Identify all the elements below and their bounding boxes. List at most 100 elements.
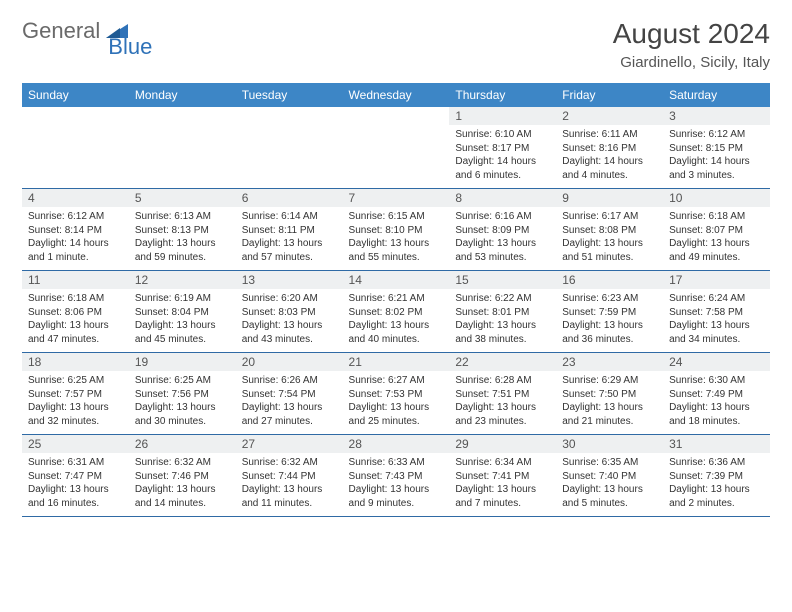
- calendar-page: General Blue August 2024 Giardinello, Si…: [0, 0, 792, 535]
- day-number: 17: [663, 271, 770, 289]
- days-of-week-row: Sunday Monday Tuesday Wednesday Thursday…: [22, 83, 770, 107]
- sunset-text: Sunset: 7:51 PM: [455, 388, 550, 402]
- day-number: 7: [343, 189, 450, 207]
- week-row: 25Sunrise: 6:31 AMSunset: 7:47 PMDayligh…: [22, 435, 770, 517]
- sunrise-text: Sunrise: 6:23 AM: [562, 292, 657, 306]
- day-number: 16: [556, 271, 663, 289]
- sunset-text: Sunset: 7:53 PM: [349, 388, 444, 402]
- day-content: Sunrise: 6:33 AMSunset: 7:43 PMDaylight:…: [343, 453, 450, 516]
- day-number: 21: [343, 353, 450, 371]
- day-content: Sunrise: 6:15 AMSunset: 8:10 PMDaylight:…: [343, 207, 450, 270]
- day-number: 18: [22, 353, 129, 371]
- day-cell: 28Sunrise: 6:33 AMSunset: 7:43 PMDayligh…: [343, 435, 450, 517]
- day-number: 28: [343, 435, 450, 453]
- daylight-text: Daylight: 13 hours and 23 minutes.: [455, 401, 550, 428]
- day-content: Sunrise: 6:24 AMSunset: 7:58 PMDaylight:…: [663, 289, 770, 352]
- sunrise-text: Sunrise: 6:27 AM: [349, 374, 444, 388]
- day-cell: 18Sunrise: 6:25 AMSunset: 7:57 PMDayligh…: [22, 353, 129, 435]
- day-cell: 9Sunrise: 6:17 AMSunset: 8:08 PMDaylight…: [556, 189, 663, 271]
- sunset-text: Sunset: 8:16 PM: [562, 142, 657, 156]
- day-number: 11: [22, 271, 129, 289]
- day-number: 15: [449, 271, 556, 289]
- day-cell: 30Sunrise: 6:35 AMSunset: 7:40 PMDayligh…: [556, 435, 663, 517]
- day-content: Sunrise: 6:32 AMSunset: 7:44 PMDaylight:…: [236, 453, 343, 516]
- day-content: Sunrise: 6:20 AMSunset: 8:03 PMDaylight:…: [236, 289, 343, 352]
- dow-friday: Friday: [556, 83, 663, 107]
- daylight-text: Daylight: 13 hours and 40 minutes.: [349, 319, 444, 346]
- daylight-text: Daylight: 13 hours and 14 minutes.: [135, 483, 230, 510]
- day-cell: 22Sunrise: 6:28 AMSunset: 7:51 PMDayligh…: [449, 353, 556, 435]
- sunrise-text: Sunrise: 6:15 AM: [349, 210, 444, 224]
- day-number: 13: [236, 271, 343, 289]
- day-number: 4: [22, 189, 129, 207]
- day-cell: 25Sunrise: 6:31 AMSunset: 7:47 PMDayligh…: [22, 435, 129, 517]
- daylight-text: Daylight: 13 hours and 30 minutes.: [135, 401, 230, 428]
- day-cell: 1Sunrise: 6:10 AMSunset: 8:17 PMDaylight…: [449, 107, 556, 189]
- day-content: Sunrise: 6:18 AMSunset: 8:06 PMDaylight:…: [22, 289, 129, 352]
- day-cell: 7Sunrise: 6:15 AMSunset: 8:10 PMDaylight…: [343, 189, 450, 271]
- sunrise-text: Sunrise: 6:16 AM: [455, 210, 550, 224]
- sunrise-text: Sunrise: 6:10 AM: [455, 128, 550, 142]
- day-cell: 24Sunrise: 6:30 AMSunset: 7:49 PMDayligh…: [663, 353, 770, 435]
- day-cell: 14Sunrise: 6:21 AMSunset: 8:02 PMDayligh…: [343, 271, 450, 353]
- day-cell: 27Sunrise: 6:32 AMSunset: 7:44 PMDayligh…: [236, 435, 343, 517]
- daylight-text: Daylight: 13 hours and 34 minutes.: [669, 319, 764, 346]
- day-number: 6: [236, 189, 343, 207]
- sunrise-text: Sunrise: 6:21 AM: [349, 292, 444, 306]
- sunset-text: Sunset: 8:11 PM: [242, 224, 337, 238]
- sunrise-text: Sunrise: 6:25 AM: [28, 374, 123, 388]
- day-number: 9: [556, 189, 663, 207]
- day-cell: 12Sunrise: 6:19 AMSunset: 8:04 PMDayligh…: [129, 271, 236, 353]
- day-content: Sunrise: 6:21 AMSunset: 8:02 PMDaylight:…: [343, 289, 450, 352]
- day-number: 25: [22, 435, 129, 453]
- sunrise-text: Sunrise: 6:26 AM: [242, 374, 337, 388]
- day-number: 30: [556, 435, 663, 453]
- daylight-text: Daylight: 13 hours and 32 minutes.: [28, 401, 123, 428]
- day-cell: [129, 107, 236, 189]
- day-content: Sunrise: 6:25 AMSunset: 7:56 PMDaylight:…: [129, 371, 236, 434]
- daylight-text: Daylight: 13 hours and 45 minutes.: [135, 319, 230, 346]
- daylight-text: Daylight: 13 hours and 21 minutes.: [562, 401, 657, 428]
- day-cell: [343, 107, 450, 189]
- day-content: Sunrise: 6:34 AMSunset: 7:41 PMDaylight:…: [449, 453, 556, 516]
- day-cell: 29Sunrise: 6:34 AMSunset: 7:41 PMDayligh…: [449, 435, 556, 517]
- daylight-text: Daylight: 13 hours and 16 minutes.: [28, 483, 123, 510]
- sunrise-text: Sunrise: 6:11 AM: [562, 128, 657, 142]
- day-number: 20: [236, 353, 343, 371]
- calendar-table: Sunday Monday Tuesday Wednesday Thursday…: [22, 83, 770, 517]
- sunrise-text: Sunrise: 6:12 AM: [28, 210, 123, 224]
- sunset-text: Sunset: 8:14 PM: [28, 224, 123, 238]
- day-cell: [236, 107, 343, 189]
- sunset-text: Sunset: 7:40 PM: [562, 470, 657, 484]
- day-number: 1: [449, 107, 556, 125]
- day-number: 26: [129, 435, 236, 453]
- sunrise-text: Sunrise: 6:18 AM: [669, 210, 764, 224]
- sunset-text: Sunset: 7:58 PM: [669, 306, 764, 320]
- sunrise-text: Sunrise: 6:29 AM: [562, 374, 657, 388]
- dow-thursday: Thursday: [449, 83, 556, 107]
- day-cell: 16Sunrise: 6:23 AMSunset: 7:59 PMDayligh…: [556, 271, 663, 353]
- day-number: 10: [663, 189, 770, 207]
- day-cell: 6Sunrise: 6:14 AMSunset: 8:11 PMDaylight…: [236, 189, 343, 271]
- sunset-text: Sunset: 8:06 PM: [28, 306, 123, 320]
- day-content: Sunrise: 6:29 AMSunset: 7:50 PMDaylight:…: [556, 371, 663, 434]
- sunrise-text: Sunrise: 6:19 AM: [135, 292, 230, 306]
- sunrise-text: Sunrise: 6:18 AM: [28, 292, 123, 306]
- sunset-text: Sunset: 8:17 PM: [455, 142, 550, 156]
- day-number: 24: [663, 353, 770, 371]
- day-number: 27: [236, 435, 343, 453]
- sunrise-text: Sunrise: 6:31 AM: [28, 456, 123, 470]
- daylight-text: Daylight: 13 hours and 47 minutes.: [28, 319, 123, 346]
- sunset-text: Sunset: 8:01 PM: [455, 306, 550, 320]
- day-cell: 26Sunrise: 6:32 AMSunset: 7:46 PMDayligh…: [129, 435, 236, 517]
- day-cell: [22, 107, 129, 189]
- sunset-text: Sunset: 7:43 PM: [349, 470, 444, 484]
- day-number: 3: [663, 107, 770, 125]
- day-content: Sunrise: 6:18 AMSunset: 8:07 PMDaylight:…: [663, 207, 770, 270]
- sunset-text: Sunset: 8:08 PM: [562, 224, 657, 238]
- sunset-text: Sunset: 7:39 PM: [669, 470, 764, 484]
- daylight-text: Daylight: 13 hours and 51 minutes.: [562, 237, 657, 264]
- day-number: 31: [663, 435, 770, 453]
- day-content: Sunrise: 6:14 AMSunset: 8:11 PMDaylight:…: [236, 207, 343, 270]
- daylight-text: Daylight: 13 hours and 49 minutes.: [669, 237, 764, 264]
